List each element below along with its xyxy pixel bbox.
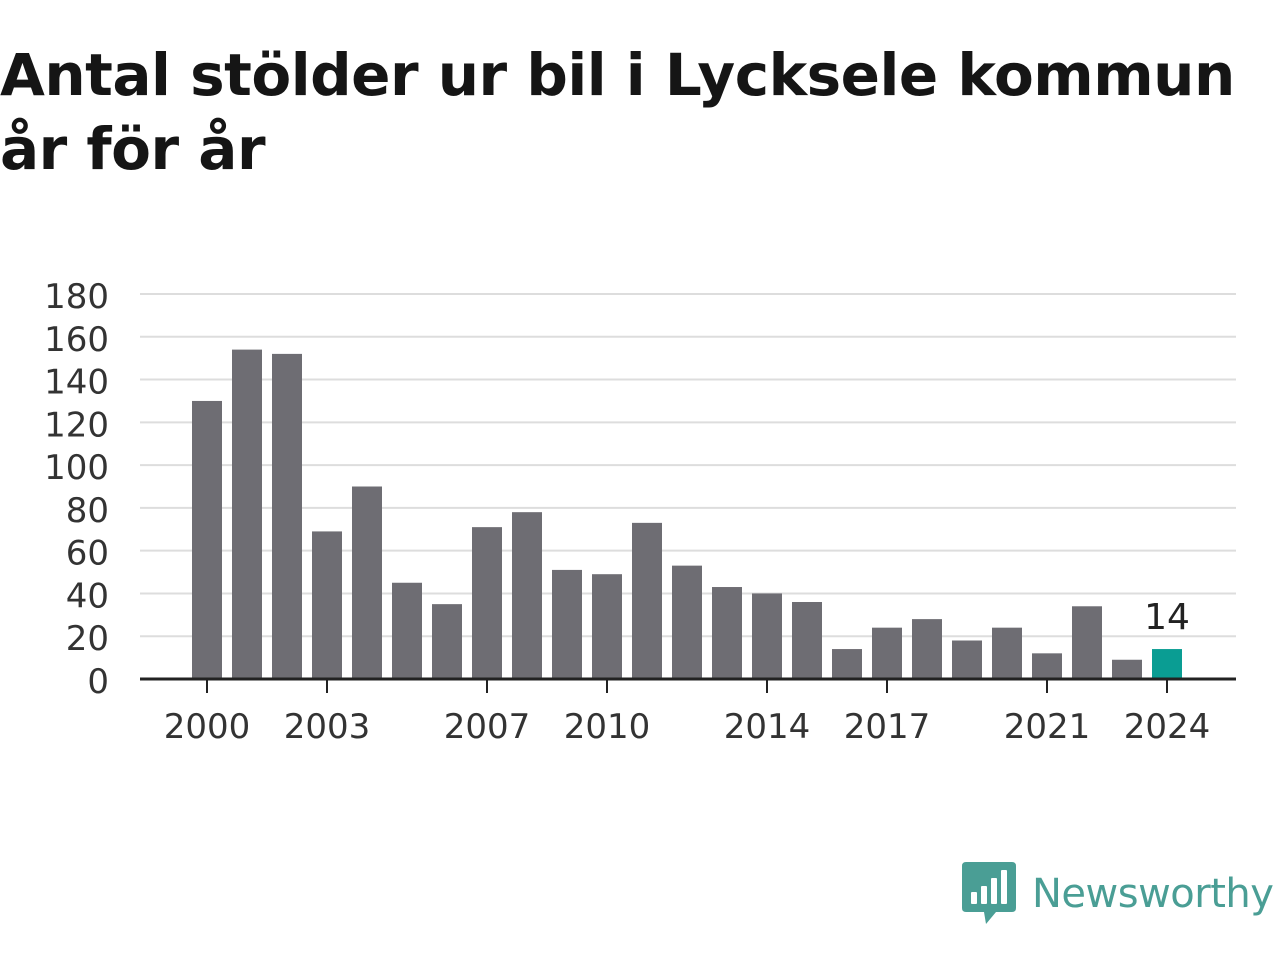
bar-2009 [552, 569, 582, 679]
bar-2016 [832, 649, 862, 679]
bar-2014 [752, 593, 782, 679]
y-tick-label: 140 [44, 363, 109, 403]
bar-2015 [792, 602, 822, 679]
bar-2023 [1112, 659, 1142, 679]
bar-2004 [352, 486, 382, 679]
grid-lines [140, 293, 1236, 638]
y-tick-label: 20 [66, 619, 109, 659]
x-tick-label: 2024 [1124, 707, 1211, 747]
x-tick-label: 2007 [444, 707, 531, 747]
bar-2003 [312, 531, 342, 679]
bar-2013 [712, 587, 742, 679]
x-axis-ticks: 2000 2003 2007 2010 2014 2017 2021 2024 [164, 679, 1211, 747]
bar-2020 [992, 627, 1022, 679]
x-tick-label: 2003 [284, 707, 371, 747]
chart-title: Antal stölder ur bil i Lycksele kommun å… [0, 41, 1235, 183]
x-tick-label: 2000 [164, 707, 251, 747]
bar-2012 [672, 565, 702, 679]
bar-2010 [592, 574, 622, 679]
bar-2011 [632, 522, 662, 679]
newsworthy-bar-chart-icon [962, 862, 1016, 924]
bar-2001 [232, 349, 262, 679]
y-tick-label: 100 [44, 448, 109, 488]
bar-2024 [1152, 649, 1182, 679]
bar-2002 [272, 353, 302, 679]
y-tick-label: 60 [66, 534, 109, 574]
bar-2007 [472, 527, 502, 679]
y-tick-label: 0 [87, 662, 109, 702]
y-tick-label: 160 [44, 320, 109, 360]
y-tick-label: 80 [66, 491, 109, 531]
brand-name: Newsworthy [1032, 871, 1274, 917]
bar-2022 [1072, 606, 1102, 679]
bar-2018 [912, 619, 942, 679]
bar-2006 [432, 604, 462, 679]
x-tick-label: 2017 [844, 707, 931, 747]
x-tick-label: 2010 [564, 707, 651, 747]
y-tick-label: 120 [44, 405, 109, 445]
bars [192, 349, 1182, 679]
bar-2019 [952, 640, 982, 679]
brand-logo: Newsworthy [962, 862, 1274, 926]
y-tick-label: 180 [44, 277, 109, 317]
x-tick-label: 2014 [724, 707, 811, 747]
bar-2021 [1032, 653, 1062, 679]
x-tick-label: 2021 [1004, 707, 1091, 747]
highlight-data-label: 14 [1144, 597, 1190, 638]
bar-2000 [192, 400, 222, 679]
bar-2008 [512, 512, 542, 679]
bar-2005 [392, 582, 422, 679]
y-tick-label: 40 [66, 576, 109, 616]
annotations: 14 [1144, 597, 1190, 638]
bar-2017 [872, 627, 902, 679]
